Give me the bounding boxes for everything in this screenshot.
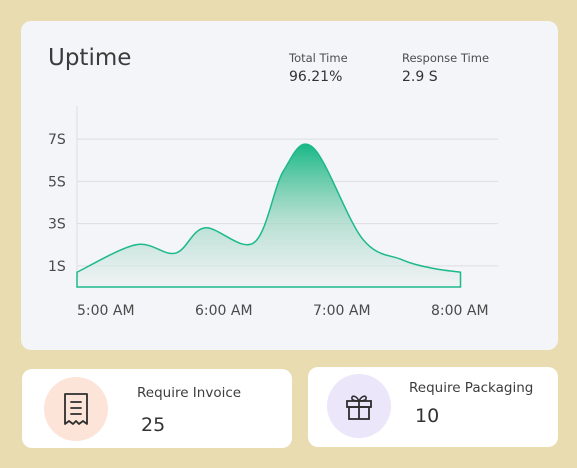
gift-icon — [346, 395, 372, 420]
x-tick-label: 5:00 AM — [77, 303, 135, 319]
x-tick-label: 6:00 AM — [195, 303, 253, 319]
card-title: Uptime — [48, 45, 132, 71]
response-time-label: Response Time — [402, 51, 490, 65]
packaging-count: 10 — [415, 405, 440, 427]
require-invoice-card[interactable]: Require Invoice 25 — [22, 369, 292, 448]
y-tick-label: 1S — [48, 259, 66, 275]
uptime-chart: 7S 5S 3S 1S 5:00 AM 6:00 AM 7:00 AM 8:00 AM — [48, 106, 498, 319]
packaging-label: Require Packaging — [409, 380, 534, 396]
packaging-icon-circle — [327, 374, 391, 438]
x-tick-label: 8:00 AM — [431, 303, 489, 319]
y-tick-label: 5S — [48, 174, 66, 190]
y-tick-label: 7S — [48, 132, 66, 148]
uptime-series-line — [76, 143, 462, 288]
total-time-value: 96.21% — [289, 69, 343, 85]
uptime-card: Uptime Total Time 96.21% Response Time 2… — [21, 21, 558, 350]
uptime-area — [77, 144, 461, 287]
x-tick-label: 7:00 AM — [313, 303, 371, 319]
y-tick-label: 3S — [48, 217, 66, 233]
response-time-value: 2.9 S — [402, 69, 438, 85]
receipt-icon — [64, 393, 88, 425]
require-packaging-card[interactable]: Require Packaging 10 — [308, 367, 558, 447]
invoice-icon-circle — [44, 377, 108, 441]
total-time-label: Total Time — [289, 51, 348, 65]
invoice-label: Require Invoice — [137, 385, 242, 401]
invoice-count: 25 — [141, 414, 166, 436]
